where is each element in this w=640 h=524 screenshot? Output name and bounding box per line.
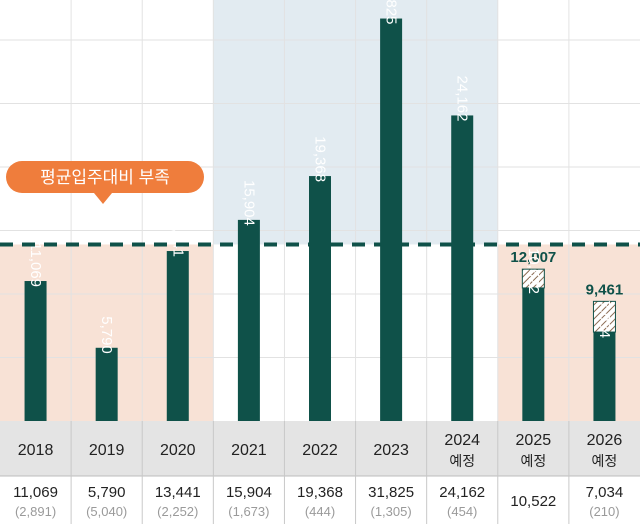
shortage-callout-box bbox=[6, 161, 204, 193]
hatched-total-segment bbox=[592, 300, 616, 333]
table-header-bg bbox=[0, 421, 640, 476]
table-subvalue: (210) bbox=[589, 504, 619, 519]
bar-value-label: 24,162 bbox=[454, 76, 471, 122]
bar bbox=[237, 219, 260, 421]
table-value: 24,162 bbox=[439, 484, 485, 501]
category-label: 2025 bbox=[516, 432, 552, 449]
bar-value-label: 31,825 bbox=[383, 0, 400, 25]
bar bbox=[451, 115, 474, 421]
table-subvalue: (454) bbox=[447, 504, 477, 519]
bar bbox=[309, 176, 331, 421]
table-subvalue: (2,891) bbox=[15, 504, 56, 519]
bar-value-label: 5,790 bbox=[98, 316, 115, 354]
table-subvalue: (444) bbox=[305, 504, 335, 519]
category-label: 2023 bbox=[373, 442, 409, 459]
category-label: 2021 bbox=[231, 442, 267, 459]
hatched-total-label: 9,461 bbox=[586, 281, 624, 298]
table-value: 7,034 bbox=[586, 484, 624, 501]
shortage-callout-text: 평균입주대비 부족 bbox=[40, 168, 170, 187]
shortage-callout: 평균입주대비 부족 bbox=[6, 161, 204, 204]
bar bbox=[522, 287, 545, 421]
bar bbox=[593, 332, 616, 421]
bar-value-label: 15,904 bbox=[240, 180, 257, 226]
table-value: 13,441 bbox=[155, 484, 201, 501]
shortage-callout-pointer bbox=[94, 193, 112, 204]
bar-value-label: 10,522 bbox=[525, 248, 542, 294]
category-label: 2020 bbox=[160, 442, 196, 459]
bar-value-label: 11,069 bbox=[27, 242, 44, 287]
hatched-total-label: 12,007 bbox=[510, 249, 556, 266]
category-label: 2024 bbox=[444, 432, 480, 449]
bar bbox=[380, 18, 403, 421]
table-subvalue: (1,305) bbox=[371, 504, 412, 519]
table-subvalue: (1,673) bbox=[228, 504, 269, 519]
table-value: 11,069 bbox=[13, 484, 58, 501]
table-value: 31,825 bbox=[368, 484, 414, 501]
category-label: 2022 bbox=[302, 442, 338, 459]
table-value: 15,904 bbox=[226, 484, 272, 501]
bar bbox=[24, 281, 47, 421]
bar-value-label: 13,441 bbox=[169, 211, 186, 257]
table-value: 10,522 bbox=[510, 493, 556, 510]
category-sublabel: 예정 bbox=[592, 453, 618, 469]
bar bbox=[95, 347, 118, 421]
bar-value-label: 19,368 bbox=[312, 136, 329, 182]
bar bbox=[166, 251, 189, 421]
category-sublabel: 예정 bbox=[520, 453, 546, 469]
category-label: 2026 bbox=[587, 432, 623, 449]
table-subvalue: (2,252) bbox=[157, 504, 198, 519]
bar-value-label: 7,034 bbox=[596, 301, 613, 339]
table-subvalue: (5,040) bbox=[86, 504, 127, 519]
category-label: 2019 bbox=[89, 442, 125, 459]
table-value: 5,790 bbox=[88, 484, 126, 501]
table-value: 19,368 bbox=[297, 484, 343, 501]
category-sublabel: 예정 bbox=[449, 453, 475, 469]
category-label: 2018 bbox=[18, 442, 54, 459]
